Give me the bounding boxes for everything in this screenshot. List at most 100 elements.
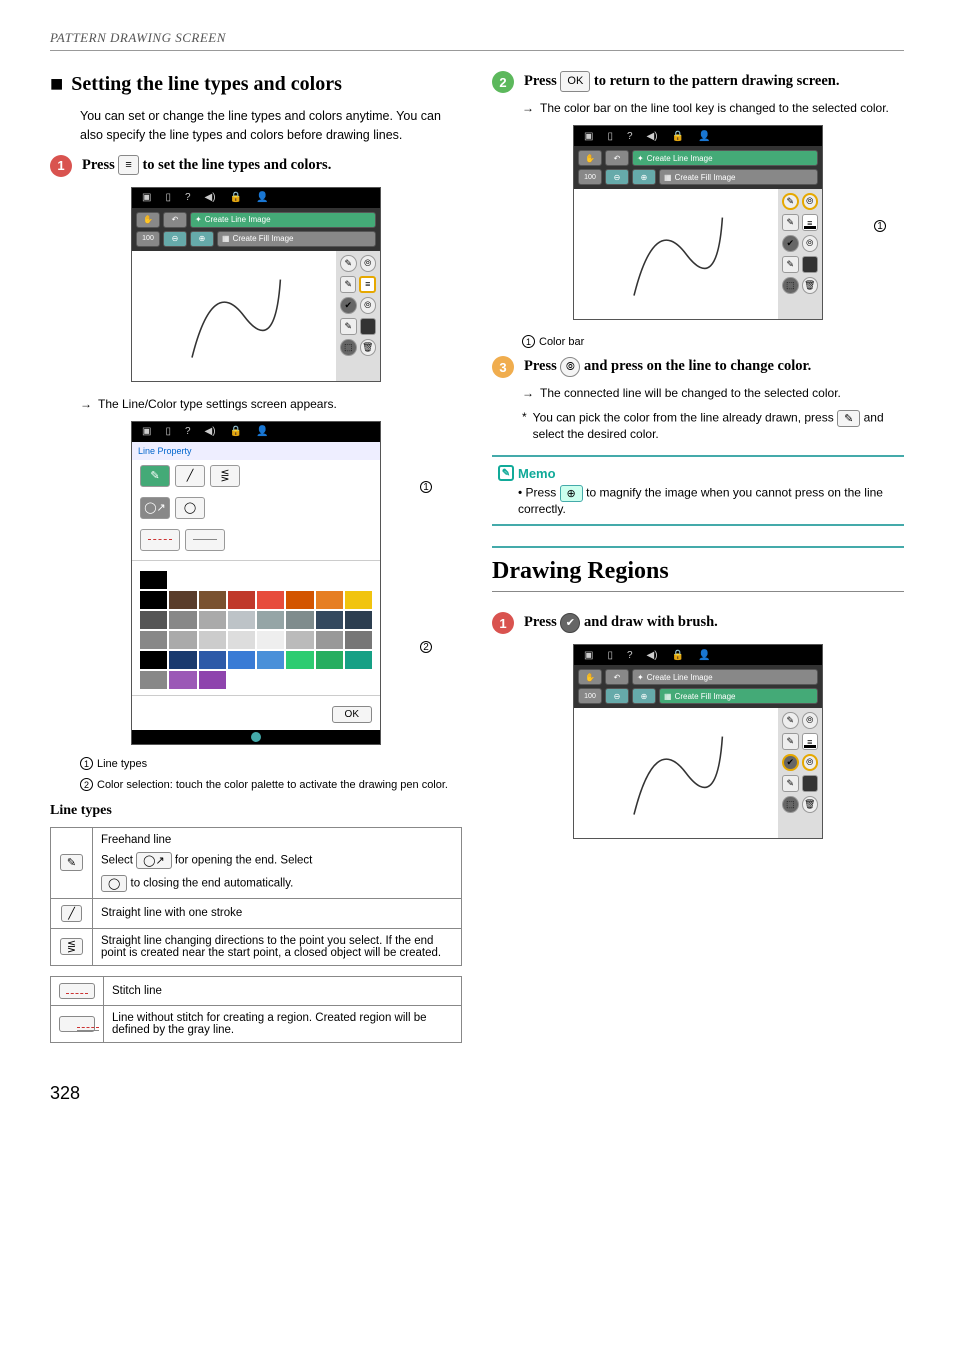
color-swatch[interactable] xyxy=(345,611,372,629)
create-line-tab[interactable]: ✦Create Line Image xyxy=(632,150,818,166)
screenshot-line-tool: ▣ ▯ ? ◀) 🔒 👤 ✋ ↶ ✦Create Line Image 100 … xyxy=(131,187,381,382)
eyedrop-tool[interactable]: ✎ xyxy=(340,276,356,293)
intro-text: You can set or change the line types and… xyxy=(80,107,462,145)
color-swatch[interactable] xyxy=(257,651,284,669)
star-note: * You can pick the color from the line a… xyxy=(522,410,904,441)
create-fill-tab[interactable]: ▦Create Fill Image xyxy=(659,688,818,704)
erase2-tool[interactable]: ⦾ xyxy=(360,297,377,314)
color-swatch[interactable] xyxy=(345,651,372,669)
home-dot[interactable] xyxy=(251,732,261,742)
hand-tool[interactable]: ✋ xyxy=(136,212,160,228)
stitch-btn[interactable] xyxy=(140,529,180,551)
nostitch-btn[interactable] xyxy=(185,529,225,551)
erase-tool[interactable]: ⦾ xyxy=(360,255,377,272)
section-title-text: Setting the line types and colors xyxy=(71,73,342,96)
color-swatch[interactable] xyxy=(257,611,284,629)
color-swatch[interactable] xyxy=(169,611,196,629)
color-swatch[interactable] xyxy=(286,591,313,609)
color-swatch[interactable] xyxy=(257,591,284,609)
color-swatch[interactable] xyxy=(199,631,226,649)
result-note-2: →The color bar on the line tool key is c… xyxy=(522,101,904,115)
region-line-icon xyxy=(59,1016,95,1032)
color-swatch[interactable] xyxy=(316,591,343,609)
color-swatch[interactable] xyxy=(228,611,255,629)
color-swatch[interactable] xyxy=(228,591,255,609)
erase-hl[interactable]: ⦾ xyxy=(802,193,819,210)
right-column: 2 Press OK to return to the pattern draw… xyxy=(492,71,904,1053)
line-type-row: ✎ ╱ ⋚ xyxy=(132,460,380,492)
eyedrop2-tool[interactable]: ✎ xyxy=(340,318,357,335)
memo-icon: ✎ xyxy=(498,465,514,481)
ss-toolbar: ✋ ↶ ✦Create Line Image 100 ⊖ ⊕ ▦Create F… xyxy=(132,208,380,251)
create-fill-tab[interactable]: ▦Create Fill Image xyxy=(659,169,818,185)
color-swatch[interactable] xyxy=(140,651,167,669)
pen-tool-hl[interactable]: ✎ xyxy=(782,193,799,210)
color-swatch[interactable] xyxy=(199,611,226,629)
color-swatch[interactable] xyxy=(228,631,255,649)
color-swatch[interactable] xyxy=(286,631,313,649)
line-types-heading: Line types xyxy=(50,803,462,819)
color-swatch[interactable] xyxy=(140,631,167,649)
zoom-in[interactable]: ⊕ xyxy=(190,231,214,247)
settings-tool[interactable]: ≡ xyxy=(359,276,376,293)
stitch-type-row xyxy=(132,524,380,556)
color-swatch[interactable] xyxy=(169,671,196,689)
memo-box: ✎ Memo • Press ⊕ to magnify the image wh… xyxy=(492,455,904,526)
select-tool[interactable]: ⬚ xyxy=(340,339,357,356)
ok-button[interactable]: OK xyxy=(332,706,372,723)
color-swatch[interactable] xyxy=(316,611,343,629)
callout-colorbar: 1Color bar xyxy=(522,335,904,348)
page-number: 328 xyxy=(50,1083,904,1104)
camera-icon: ▣ xyxy=(142,192,151,203)
zoom-level[interactable]: 100 xyxy=(136,231,160,247)
table-row: ✎ Freehand line Select ◯↗ for opening th… xyxy=(51,827,462,898)
color-tool[interactable] xyxy=(360,318,377,335)
color-swatch[interactable] xyxy=(140,591,167,609)
color-swatch[interactable] xyxy=(257,631,284,649)
color-swatch[interactable] xyxy=(345,631,372,649)
drawing-canvas[interactable] xyxy=(132,251,336,381)
zoom-out[interactable]: ⊖ xyxy=(163,231,187,247)
prop-header: Line Property xyxy=(132,442,380,460)
color-swatch[interactable] xyxy=(345,591,372,609)
colorbar-tool[interactable]: ≡ xyxy=(802,214,819,231)
step3-text: Press ⦾ and press on the line to change … xyxy=(524,356,904,378)
brush-tool[interactable]: ✔ xyxy=(340,297,357,314)
create-line-tab[interactable]: ✦Create Line Image xyxy=(190,212,376,228)
color-palette xyxy=(132,565,380,695)
create-fill-tab[interactable]: ▦Create Fill Image xyxy=(217,231,376,247)
color-swatch[interactable] xyxy=(140,611,167,629)
color-swatch[interactable] xyxy=(169,591,196,609)
freehand-btn[interactable]: ✎ xyxy=(140,465,170,487)
change-color-key: ⦾ xyxy=(560,357,580,377)
straight-btn[interactable]: ╱ xyxy=(175,465,205,487)
pen-tool[interactable]: ✎ xyxy=(340,255,357,272)
color-swatch[interactable] xyxy=(228,651,255,669)
page-header: PATTERN DRAWING SCREEN xyxy=(50,30,904,51)
speaker-icon: ◀) xyxy=(205,192,216,203)
color-swatch[interactable] xyxy=(316,651,343,669)
color-swatch[interactable] xyxy=(199,591,226,609)
color-swatch[interactable] xyxy=(140,571,167,589)
undo-tool[interactable]: ↶ xyxy=(163,212,187,228)
line-property-screen: ▣▯?◀)🔒👤 Line Property ✎ ╱ ⋚ ◯↗ ◯ xyxy=(131,421,381,745)
open-end-btn[interactable]: ◯↗ xyxy=(140,497,170,519)
color-swatch[interactable] xyxy=(199,651,226,669)
step-badge-1b: 1 xyxy=(492,612,514,634)
callout-2-marker: 2 xyxy=(420,641,432,653)
color-swatch[interactable] xyxy=(316,631,343,649)
trash-tool[interactable]: 🗑 xyxy=(360,339,377,356)
color-swatch[interactable] xyxy=(199,671,226,689)
color-swatch[interactable] xyxy=(169,631,196,649)
callout-1: 1Line types xyxy=(80,757,462,770)
poly-icon: ⋚ xyxy=(60,938,83,955)
close-end-btn[interactable]: ◯ xyxy=(175,497,205,519)
poly-btn[interactable]: ⋚ xyxy=(210,465,240,487)
color-swatch[interactable] xyxy=(286,651,313,669)
ss-topbar: ▣▯?◀)🔒👤 xyxy=(132,422,380,442)
color-swatch[interactable] xyxy=(169,651,196,669)
color-swatch[interactable] xyxy=(286,611,313,629)
color-swatch[interactable] xyxy=(140,671,167,689)
create-line-tab[interactable]: ✦Create Line Image xyxy=(632,669,818,685)
brush-tool-hl[interactable]: ✔ xyxy=(782,754,799,771)
